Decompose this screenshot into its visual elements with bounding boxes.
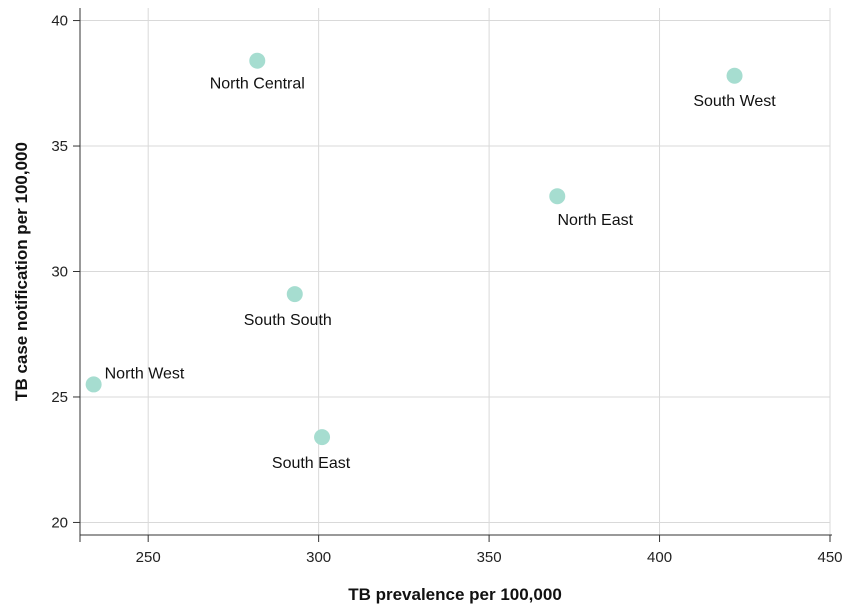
x-tick-label: 450 xyxy=(817,549,842,566)
x-tick-label: 350 xyxy=(477,549,502,566)
data-point xyxy=(549,188,566,205)
point-labels: North Central South West North East South S… xyxy=(105,76,777,472)
point-label: South East xyxy=(272,455,351,472)
data-point xyxy=(286,286,303,303)
y-tick-label: 40 xyxy=(51,13,68,30)
x-tick-label: 400 xyxy=(647,549,672,566)
point-label: North Central xyxy=(210,76,305,93)
data-point xyxy=(726,67,743,84)
y-tick-label: 25 xyxy=(51,389,68,406)
x-tick-label: 300 xyxy=(306,549,331,566)
x-axis-title: TB prevalence per 100,000 xyxy=(348,585,562,604)
data-point xyxy=(249,52,266,69)
point-label: South West xyxy=(693,93,776,110)
y-tick-label: 35 xyxy=(51,138,68,155)
y-axis-title: TB case notification per 100,000 xyxy=(12,142,31,401)
point-label: South South xyxy=(244,312,332,329)
data-point xyxy=(314,429,331,446)
y-tick-label: 20 xyxy=(51,514,68,531)
data-point xyxy=(85,376,102,393)
axes xyxy=(73,8,832,542)
y-tick-label: 30 xyxy=(51,264,68,281)
tick-labels: 250 300 350 400 450 20 25 30 35 40 xyxy=(51,13,842,566)
point-label: North East xyxy=(557,212,633,229)
x-tick-label: 250 xyxy=(136,549,161,566)
point-label: North West xyxy=(105,365,185,382)
data-points xyxy=(85,52,743,446)
grid-layer xyxy=(80,8,831,535)
